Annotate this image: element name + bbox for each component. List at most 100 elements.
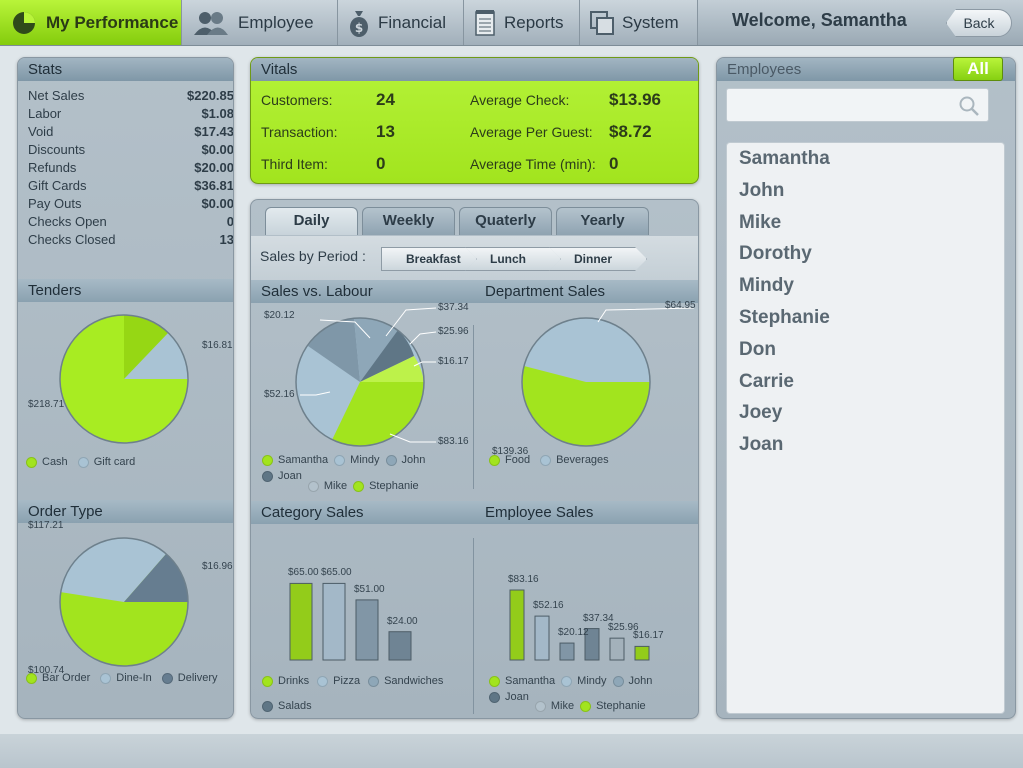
legend-label: Joan xyxy=(505,691,529,703)
bar-mike xyxy=(609,637,625,661)
tenders-legend: Cash Gift card xyxy=(26,454,226,470)
employee-list-item[interactable]: Mike xyxy=(739,211,782,233)
tab-yearly[interactable]: Yearly xyxy=(556,207,649,235)
vital-value: 13 xyxy=(376,122,395,141)
employee-list-item[interactable]: Samantha xyxy=(739,148,830,169)
vital-value: $8.72 xyxy=(609,122,652,141)
legend-label: Sandwiches xyxy=(384,675,444,687)
stat-row: Labor $1.08 xyxy=(28,106,233,124)
vital-value: 24 xyxy=(376,90,395,109)
tab-employee-label: Employee xyxy=(238,12,314,32)
employee-list-item[interactable]: Dorothy xyxy=(739,243,812,265)
stat-label: Net Sales xyxy=(28,88,85,103)
legend-swatch xyxy=(262,454,273,466)
employee-list-item[interactable]: Don xyxy=(739,338,776,360)
legend-swatch xyxy=(353,480,365,492)
employee-list-item[interactable]: Joey xyxy=(739,402,783,424)
legend-swatch xyxy=(161,672,173,684)
legend-label: Stephanie xyxy=(596,700,646,712)
bar-value-label: $37.34 xyxy=(583,612,614,624)
category-sales-chart xyxy=(289,582,412,661)
legend-label: Cash xyxy=(42,456,68,468)
employee-list-item[interactable]: Joan xyxy=(739,434,784,456)
legend-label: Mike xyxy=(323,480,348,492)
svl-label: $20.12 xyxy=(264,310,295,321)
vital-value: 0 xyxy=(609,154,619,173)
employee-list-item[interactable]: Carrie xyxy=(739,370,794,392)
left-panel: Stats Net Sales $220.85 Labor $1.08 Void $17.… xyxy=(17,57,234,719)
legend-item: Salads xyxy=(262,698,312,714)
legend-swatch xyxy=(489,454,500,466)
bar-john xyxy=(559,642,575,661)
legend-item: Mike xyxy=(534,698,574,714)
order-type-pie xyxy=(59,537,189,667)
order-type-label-bar: $100.74 xyxy=(28,665,65,676)
sales-by-period-label: Sales by Period : xyxy=(260,248,366,264)
all-employees-button[interactable]: All xyxy=(953,57,1003,81)
employee-list-item[interactable]: Mindy xyxy=(739,275,794,297)
employee-search-input[interactable] xyxy=(726,88,989,122)
tab-quaterly[interactable]: Quaterly xyxy=(459,207,552,235)
legend-swatch xyxy=(580,700,592,712)
legend-swatch xyxy=(262,700,273,712)
stat-label: Pay Outs xyxy=(28,196,82,211)
back-button[interactable]: Back xyxy=(946,9,1012,37)
tab-employee[interactable]: Employee xyxy=(182,0,338,45)
legend-label: Stephanie xyxy=(369,480,419,492)
legend-item: Dine-In xyxy=(100,670,152,686)
pie-chart-icon xyxy=(13,11,35,34)
legend-label: Beverages xyxy=(556,454,609,466)
tenders-label-gift: $16.81 xyxy=(202,340,233,351)
svl-label: $83.16 xyxy=(438,436,469,447)
stat-row: Pay Outs $0.00 xyxy=(28,196,233,214)
employee-list-item[interactable]: Stephanie xyxy=(739,307,830,328)
search-icon[interactable] xyxy=(958,95,980,117)
notepad-icon xyxy=(475,9,495,36)
department-sales-pie xyxy=(521,317,651,447)
lunch-button[interactable]: Lunch xyxy=(465,247,561,271)
employee-list-item[interactable]: John xyxy=(739,179,785,201)
bar-value-label: $51.00 xyxy=(354,583,385,595)
legend-label: Joan xyxy=(278,470,302,482)
tab-weekly[interactable]: Weekly xyxy=(362,207,455,235)
legend-swatch xyxy=(317,675,329,687)
svl-label: $25.96 xyxy=(438,326,469,337)
tab-my-performance-label: My Performance xyxy=(46,12,179,32)
stat-label: Labor xyxy=(28,106,62,121)
legend-swatch xyxy=(26,672,37,684)
legend-item: Mindy xyxy=(561,673,607,689)
vital-label: Average Check: xyxy=(470,92,570,108)
legend-label: Pizza xyxy=(333,675,361,687)
vital-label: Transaction: xyxy=(261,124,338,140)
stat-row: Checks Open 0 xyxy=(28,214,233,232)
stat-row: Void $17.43 xyxy=(28,124,233,142)
legend-item: Drinks xyxy=(262,673,309,689)
stat-label: Checks Closed xyxy=(28,232,116,247)
welcome-message: Welcome, Samantha xyxy=(732,10,907,30)
tab-financial[interactable]: $ Financial xyxy=(338,0,464,45)
legend-item: John xyxy=(612,673,652,689)
department-sales-leader xyxy=(597,307,695,323)
tab-financial-label: Financial xyxy=(378,12,447,32)
legend-item: Food xyxy=(489,452,530,468)
tab-system[interactable]: System xyxy=(580,0,698,45)
legend-swatch xyxy=(612,675,624,687)
divider xyxy=(473,325,474,489)
vital-label: Third Item: xyxy=(261,156,328,172)
legend-item: Samantha xyxy=(262,452,328,468)
legend-label: Bar Order xyxy=(42,672,91,684)
breakfast-button[interactable]: Breakfast xyxy=(381,247,477,271)
tab-my-performance[interactable]: My Performance xyxy=(0,0,182,45)
legend-item: Beverages xyxy=(540,452,609,468)
top-nav-bar: My Performance Employee $ Financial Repo… xyxy=(0,0,1023,46)
tenders-label-cash: $218.71 xyxy=(28,399,65,410)
dinner-button[interactable]: Dinner xyxy=(549,247,647,271)
legend-item: Gift card xyxy=(77,454,135,470)
tab-reports[interactable]: Reports xyxy=(464,0,580,45)
vital-label: Average Per Guest: xyxy=(470,124,593,140)
legend-item: Mindy xyxy=(334,452,380,468)
legend-swatch xyxy=(489,691,500,703)
tab-daily[interactable]: Daily xyxy=(265,207,358,235)
legend-item: Stephanie xyxy=(353,478,419,494)
legend-label: Samantha xyxy=(278,454,329,466)
